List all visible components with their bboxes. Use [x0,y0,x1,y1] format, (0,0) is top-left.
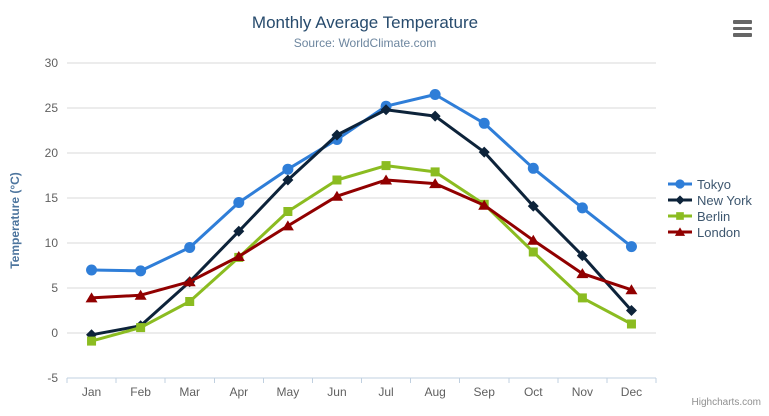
data-point[interactable] [626,319,636,329]
data-point[interactable] [478,117,490,129]
chart-title: Monthly Average Temperature [251,13,479,32]
credits-link[interactable]: Highcharts.com [691,397,761,408]
data-point[interactable] [625,241,637,253]
data-point[interactable] [577,293,587,303]
data-point[interactable] [282,163,294,175]
x-axis-label: Jun [327,385,346,399]
data-point[interactable] [674,227,686,236]
series-new-york[interactable] [86,104,637,341]
data-point[interactable] [330,190,343,201]
data-point[interactable] [478,146,490,158]
data-point[interactable] [185,297,195,306]
legend-marker-square-icon [668,212,692,220]
x-axis-label: Aug [424,385,445,399]
legend-item-berlin[interactable]: Berlin [668,208,752,224]
x-axis-label: Apr [229,385,248,399]
legend-item-tokyo[interactable]: Tokyo [668,176,752,192]
data-point[interactable] [380,174,393,185]
y-axis-label: 20 [45,146,59,160]
y-axis-label: 30 [45,56,59,70]
data-point[interactable] [676,212,684,220]
data-point[interactable] [184,242,196,253]
x-axis-label: Jan [82,385,101,399]
y-axis-label: 10 [45,236,59,250]
data-point[interactable] [283,207,293,216]
legend-item-label: London [697,224,741,240]
data-point[interactable] [86,264,98,276]
y-axis-label: 25 [45,101,59,115]
chart-subtitle: Source: WorldClimate.com [293,36,437,50]
data-point[interactable] [527,200,539,212]
data-point[interactable] [232,251,245,261]
data-point[interactable] [381,161,391,171]
x-axis-label: Mar [179,385,200,399]
data-point[interactable] [332,175,342,185]
data-point[interactable] [625,305,637,316]
x-axis-label: Dec [621,385,642,399]
legend-item-label: Tokyo [697,176,731,192]
data-point[interactable] [183,276,196,287]
hamburger-menu-icon[interactable] [731,18,755,39]
data-point[interactable] [527,162,539,174]
legend-item-london[interactable]: London [668,224,752,240]
data-point[interactable] [85,292,98,303]
data-point[interactable] [576,250,588,262]
data-point[interactable] [429,178,442,189]
data-point[interactable] [527,234,540,245]
series-tokyo[interactable] [86,89,637,277]
data-point[interactable] [478,199,491,210]
data-point[interactable] [625,284,638,295]
y-axis-label: 0 [51,326,58,340]
legend-item-label: New York [697,192,752,208]
data-point[interactable] [380,104,392,116]
legend-item-label: Berlin [697,208,731,224]
data-point[interactable] [281,220,294,231]
data-point[interactable] [576,202,588,214]
legend-item-new-york[interactable]: New York [668,192,752,208]
x-axis-label: May [277,385,300,399]
x-axis-label: Nov [572,385,593,399]
legend-marker-circle-icon [668,179,692,189]
x-axis-label: Jul [378,385,393,399]
data-point[interactable] [233,225,245,237]
y-axis-label: 5 [51,281,58,295]
data-point[interactable] [429,110,441,122]
series-london[interactable] [85,174,638,303]
data-point[interactable] [331,129,343,141]
x-axis-label: Oct [524,385,543,399]
y-axis-label: 15 [45,191,59,205]
data-point[interactable] [576,268,589,279]
data-point[interactable] [282,174,294,186]
legend-marker-diamond-icon [668,195,692,205]
data-point[interactable] [134,289,147,300]
data-point[interactable] [675,195,685,205]
data-point[interactable] [135,265,147,277]
data-point[interactable] [675,179,685,189]
data-point[interactable] [528,247,538,257]
data-point[interactable] [233,197,245,208]
data-point[interactable] [87,336,97,346]
data-point[interactable] [429,89,441,100]
x-axis-label: Sep [474,385,496,399]
data-point[interactable] [430,167,440,177]
data-point[interactable] [136,323,146,333]
x-axis-label: Feb [130,385,151,399]
legend: Tokyo New York Berlin London [668,176,752,240]
y-axis-label: -5 [47,371,58,385]
legend-marker-triangle-icon [668,227,692,236]
